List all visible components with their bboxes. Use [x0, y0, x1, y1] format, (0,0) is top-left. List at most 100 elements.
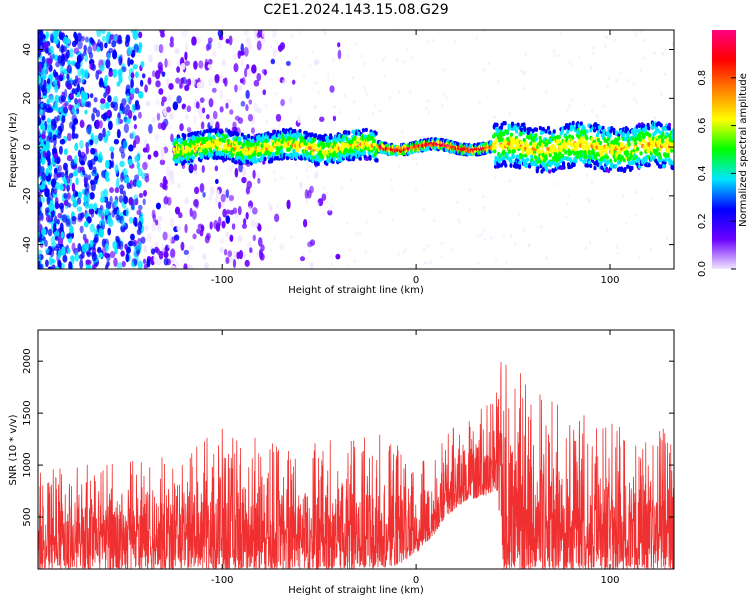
heatmap-cell [214, 165, 219, 172]
heatmap-cell [553, 147, 558, 153]
heatmap-cell [518, 160, 522, 165]
heatmap-cell [150, 248, 156, 255]
heatmap-cell [225, 102, 229, 109]
heatmap-cell [41, 115, 46, 121]
heatmap-cell [90, 132, 95, 140]
heatmap-cell [570, 97, 574, 102]
heatmap-cell [109, 251, 116, 259]
heatmap-cell [180, 241, 185, 251]
heatmap-cell [58, 32, 64, 40]
heatmap-cell [305, 200, 309, 204]
heatmap-cell [90, 147, 96, 155]
heatmap-cell [509, 163, 513, 168]
heatmap-cell [45, 188, 50, 195]
heatmap-cell [642, 56, 645, 61]
heatmap-cell [233, 63, 239, 73]
heatmap-cell [315, 147, 320, 153]
heatmap-cell [245, 89, 250, 99]
heatmap-cell [47, 266, 53, 269]
heatmap-cell [358, 116, 361, 121]
heatmap-cell [348, 248, 351, 253]
heatmap-cell [134, 174, 140, 181]
heatmap-cell [52, 222, 57, 233]
heatmap-cell [313, 59, 320, 66]
heatmap-cell [188, 139, 193, 144]
heatmap-cell [167, 177, 171, 186]
heatmap-cell [139, 91, 144, 99]
heatmap-cell [225, 38, 230, 44]
heatmap-cell [291, 79, 296, 85]
heatmap-cell [202, 253, 207, 261]
heatmap-cell [242, 223, 248, 229]
heatmap-cell [41, 171, 47, 182]
heatmap-cell [175, 260, 179, 268]
heatmap-cell [184, 84, 190, 92]
heatmap-cell [71, 131, 76, 140]
heatmap-cell [138, 204, 143, 211]
heatmap-cell [383, 74, 387, 79]
heatmap-cell [236, 84, 243, 91]
heatmap-cell [63, 199, 69, 206]
heatmap-cell [627, 142, 631, 147]
heatmap-cell [137, 241, 143, 251]
colorbar-tick-label: 0.4 [697, 165, 708, 181]
heatmap-cell [664, 157, 668, 163]
heatmap-cell [570, 62, 574, 67]
heatmap-cell [60, 65, 64, 75]
heatmap-cell [494, 175, 497, 179]
heatmap-cell [127, 158, 133, 166]
colorbar-tick-label: 0.2 [697, 213, 708, 229]
heatmap-cell [201, 107, 206, 114]
heatmap-cell [48, 165, 53, 172]
heatmap-cell [120, 151, 126, 159]
heatmap-cell [48, 201, 54, 212]
heatmap-cell [53, 167, 58, 174]
heatmap-cell [343, 94, 347, 98]
heatmap-cell [205, 43, 210, 52]
heatmap-cell [51, 264, 56, 269]
heatmap-cell [198, 148, 203, 153]
heatmap-cell [621, 193, 625, 197]
heatmap-cell [563, 144, 568, 150]
y-tick-label: 2000 [22, 348, 33, 373]
heatmap-cell [649, 247, 652, 251]
heatmap-cell [193, 163, 198, 171]
heatmap-cell [119, 68, 123, 76]
heatmap-cell [220, 193, 226, 203]
heatmap-cell [140, 60, 145, 68]
heatmap-cell [162, 106, 168, 117]
heatmap-cell [203, 129, 207, 134]
heatmap-cell [295, 218, 299, 222]
heatmap-cell [517, 212, 520, 217]
heatmap-cell [564, 214, 567, 219]
heatmap-cell [143, 189, 147, 197]
heatmap-cell [295, 161, 298, 166]
heatmap-cell [155, 202, 161, 210]
heatmap-cell [453, 40, 457, 45]
heatmap-cell [368, 154, 372, 160]
heatmap-cell [92, 107, 98, 114]
heatmap-cell [395, 57, 399, 62]
heatmap-cell [237, 50, 241, 59]
heatmap-cell [321, 193, 327, 201]
heatmap-cell [105, 85, 111, 95]
heatmap-cell [108, 70, 113, 77]
heatmap-cell [145, 143, 150, 154]
heatmap-cell [137, 260, 143, 269]
heatmap-cell [74, 190, 79, 198]
heatmap-cell [604, 44, 607, 48]
heatmap-cell [244, 67, 248, 78]
heatmap-cell [144, 225, 149, 232]
heatmap-cell [565, 135, 569, 141]
heatmap-cell [572, 162, 576, 168]
heatmap-cell [42, 73, 47, 80]
heatmap-cell [168, 113, 175, 120]
heatmap-cell [148, 123, 153, 134]
heatmap-cell [124, 110, 129, 116]
heatmap-cell [615, 78, 618, 83]
heatmap-cell [56, 218, 60, 225]
heatmap-cell [475, 36, 478, 41]
heatmap-cell [248, 99, 253, 105]
heatmap-cell [422, 247, 426, 252]
